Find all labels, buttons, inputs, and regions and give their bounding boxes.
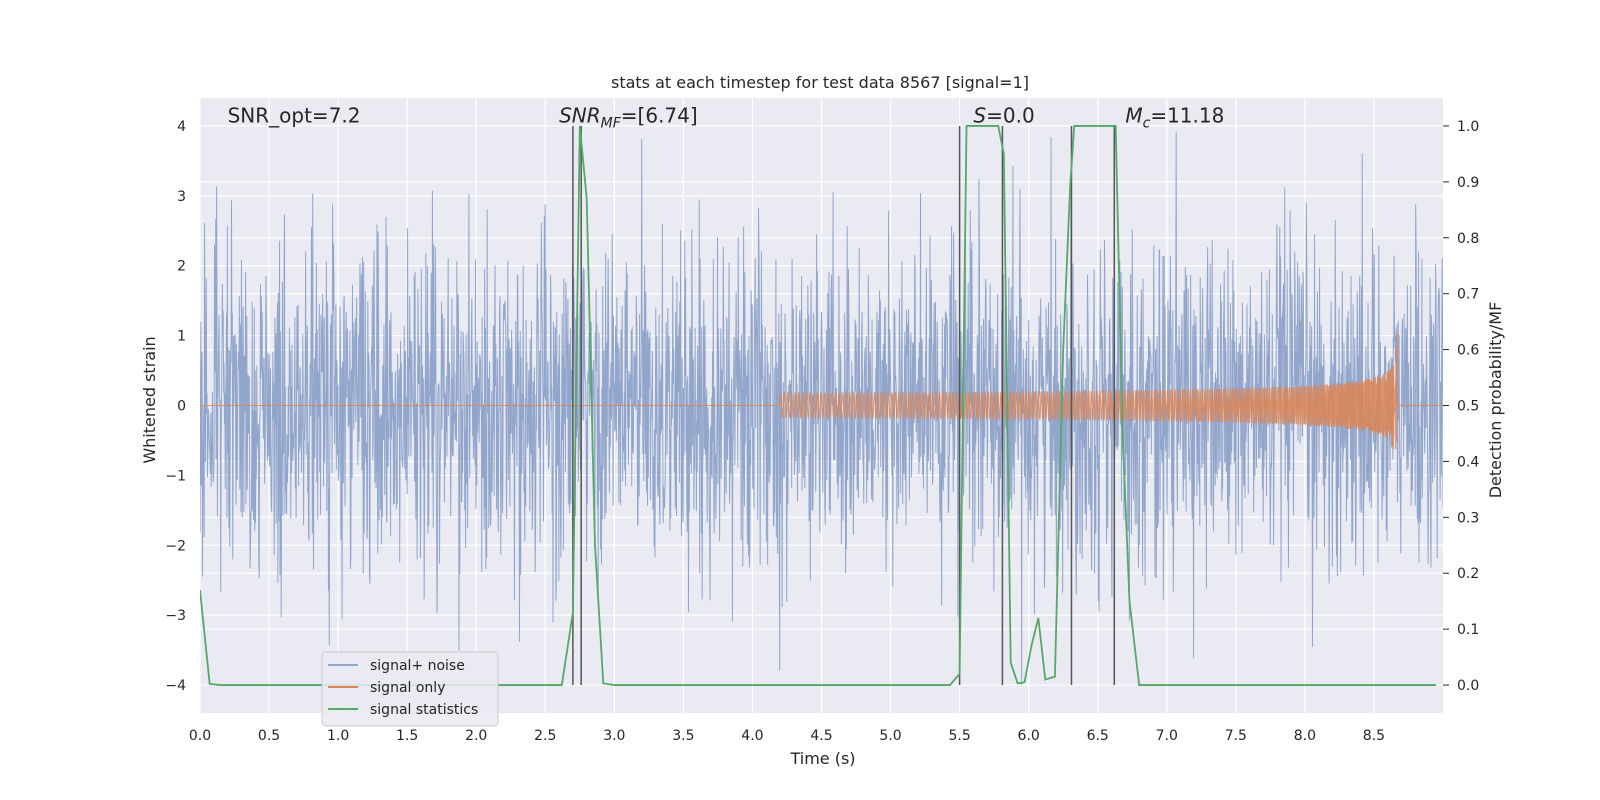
chart-title: stats at each timestep for test data 856… [611,73,1029,92]
x-tick-label: 6.0 [1018,728,1040,744]
x-tick-label: 1.0 [327,728,349,744]
x-axis-ticks: 0.0 0.5 1.0 1.5 2.0 2.5 3.0 3.5 4.0 4.5 5.0 5.5 6.0 6… [189,728,1385,744]
y-right-axis-ticks: 0.0 0.1 0.2 0.3 0.4 0.5 0.6 0.7 0.8 0.9 1.0 [1443,119,1479,694]
series-signal-statistics [200,125,1437,686]
y-right-axis-label: Detection probability/MF [1486,302,1505,499]
y-right-tick-label: 0.0 [1457,678,1479,694]
legend-label-signal-only: signal only [370,680,445,696]
series-signal-noise [200,131,1443,686]
y-left-tick-label: 2 [177,259,186,275]
y-left-tick-label: 0 [177,399,186,415]
x-tick-label: 8.5 [1363,728,1385,744]
x-tick-label: 6.5 [1087,728,1109,744]
x-tick-label: 8.0 [1294,728,1316,744]
legend-box [321,651,499,727]
legend-label-signal-statistics: signal statistics [370,702,478,718]
series-signal-only [200,331,1443,450]
plot-content [200,125,1443,686]
x-axis-label: Time (s) [789,749,855,768]
x-tick-label: 3.5 [672,728,694,744]
y-right-tick-label: 1.0 [1457,119,1479,135]
y-right-tick-label: 0.3 [1457,510,1479,526]
y-left-tick-label: 1 [177,329,186,345]
y-left-tick-label: −1 [165,468,186,484]
annotations: SNR_opt=7.2 SNRMF=[6.74] S=0.0 Mc=11.18 [228,103,1225,131]
x-tick-label: 2.5 [534,728,556,744]
x-tick-label: 4.5 [810,728,832,744]
y-right-tick-label: 0.8 [1457,231,1479,247]
annotation-0: SNR_opt=7.2 [228,103,361,127]
x-tick-label: 4.0 [741,728,763,744]
y-left-tick-label: 4 [177,119,186,135]
y-right-tick-label: 0.6 [1457,343,1479,359]
y-right-tick-label: 0.2 [1457,566,1479,582]
x-tick-label: 0.0 [189,728,211,744]
annotation-1: SNRMF=[6.74] [559,103,698,131]
annotation-2: S=0.0 [973,103,1034,127]
y-right-tick-label: 0.9 [1457,175,1479,191]
y-right-tick-label: 0.5 [1457,399,1479,415]
x-tick-label: 3.0 [603,728,625,744]
y-left-tick-label: 3 [177,189,186,205]
x-tick-label: 5.5 [948,728,970,744]
y-left-tick-label: −4 [165,678,186,694]
y-left-tick-label: −2 [165,538,186,554]
x-tick-label: 0.5 [258,728,280,744]
annotation-3: Mc=11.18 [1125,103,1224,131]
y-right-tick-label: 0.4 [1457,454,1479,470]
x-tick-label: 7.0 [1156,728,1178,744]
y-left-axis-ticks: −4 −3 −2 −1 0 1 2 3 4 [165,119,186,694]
x-tick-label: 1.5 [396,728,418,744]
y-left-axis-label: Whitened strain [140,336,159,463]
x-tick-label: 2.0 [465,728,487,744]
legend: signal+ noise signal only signal statist… [321,651,499,727]
y-right-tick-label: 0.7 [1457,287,1479,303]
x-tick-label: 7.5 [1225,728,1247,744]
y-left-tick-label: −3 [165,608,186,624]
legend-label-signal-noise: signal+ noise [370,658,465,674]
x-tick-label: 5.0 [879,728,901,744]
y-right-tick-label: 0.1 [1457,622,1479,638]
